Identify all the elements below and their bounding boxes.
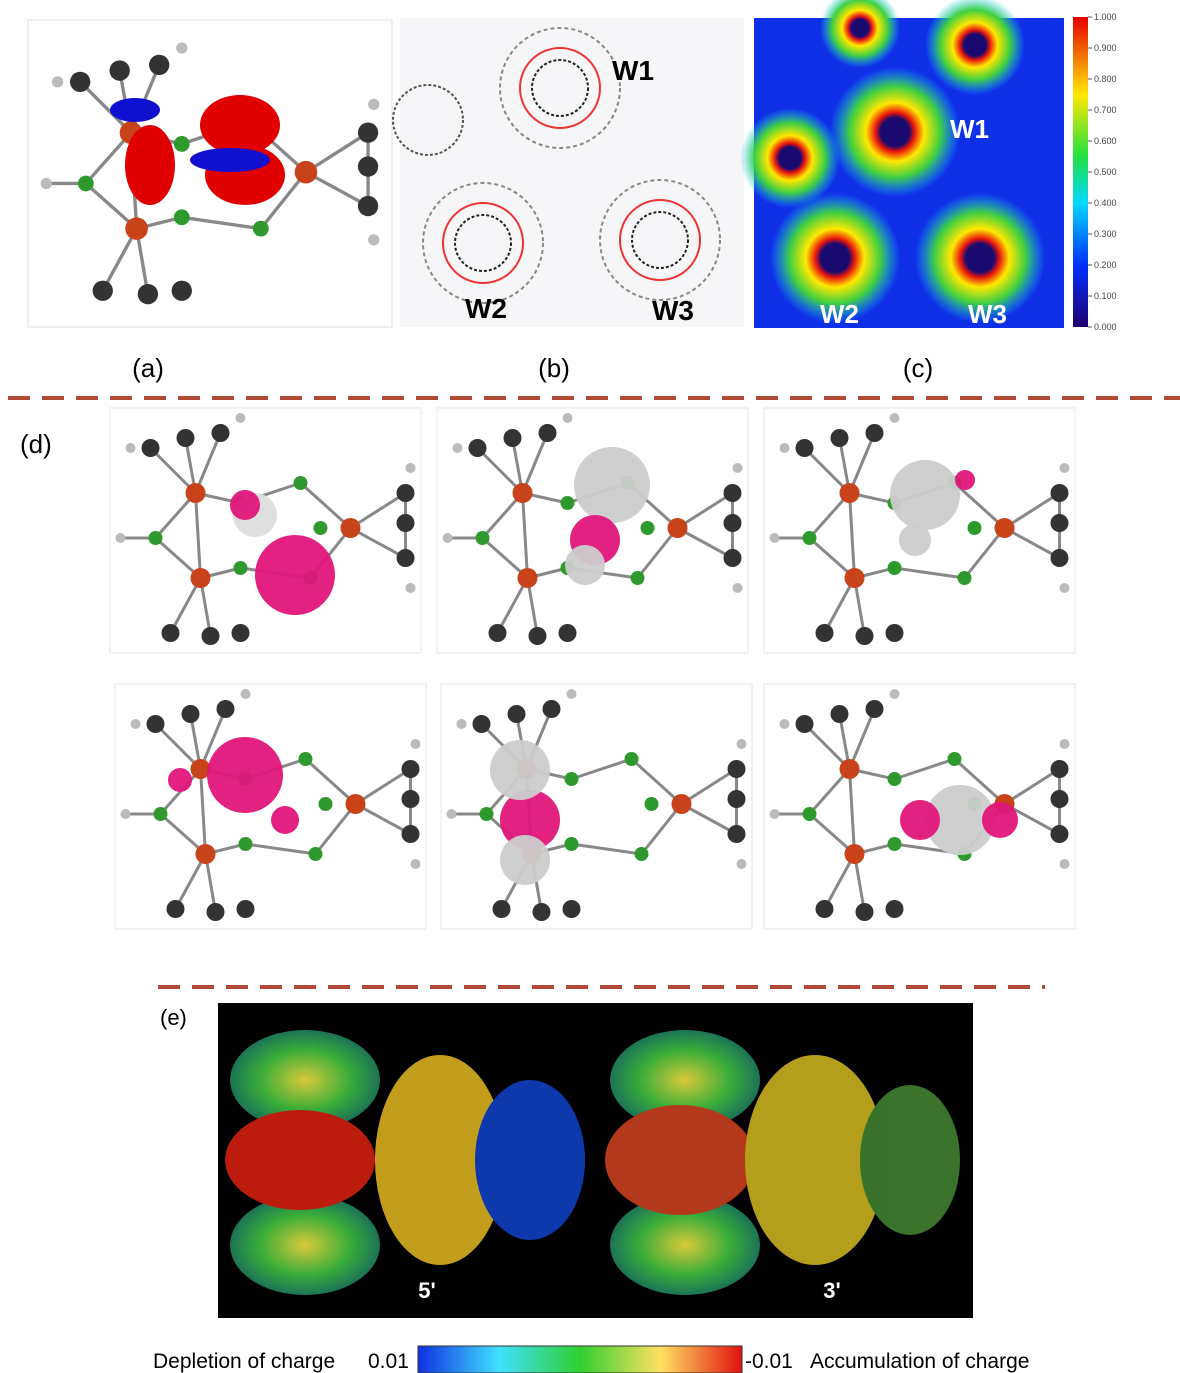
panel-label: (c): [903, 353, 933, 383]
orbital-lobe: [207, 737, 283, 813]
panel-label: (d): [20, 429, 52, 459]
contour-map: [400, 18, 744, 327]
orbital-lobe: [900, 800, 940, 840]
colorbar-label: 0.200: [1094, 260, 1117, 270]
colorbar-label: 1.000: [1094, 12, 1117, 22]
colorbar-label: 0.800: [1094, 74, 1117, 84]
panel-label: (a): [132, 353, 164, 383]
orbital-lobe: [255, 535, 335, 615]
center-label: W2: [465, 293, 507, 324]
legend-value: 0.01: [368, 1350, 409, 1373]
orbital-lobe: [899, 524, 931, 556]
orbital-lobe: [890, 460, 960, 530]
panel-label: (b): [538, 353, 570, 383]
elf-basins: [740, 0, 1045, 323]
colorbar-label: 0.100: [1094, 291, 1117, 301]
orbital-lobe: [574, 447, 650, 523]
colorbar-label: 0.700: [1094, 105, 1117, 115]
legend-text: Depletion of charge: [153, 1350, 335, 1373]
colorbar-label: 0.400: [1094, 198, 1117, 208]
orbital-lobe: [168, 768, 192, 792]
orbital-lobe: [490, 740, 550, 800]
orbital-lobe: [955, 470, 975, 490]
orbital-lobe: [925, 785, 995, 855]
center-label: W2: [820, 299, 859, 329]
contours: [392, 27, 721, 304]
center-label: W3: [968, 299, 1007, 329]
orbital-lobes: [110, 95, 285, 205]
panel-label: (e): [160, 1005, 187, 1030]
orbital-grid: [109, 407, 1076, 930]
colorbar-label: 0.900: [1094, 43, 1117, 53]
legend-value: -0.01: [745, 1350, 793, 1373]
orbital-lobe: [271, 806, 299, 834]
orbital-lobe: [565, 545, 605, 585]
colorbar: [1073, 17, 1088, 327]
structure-label: 5': [418, 1278, 435, 1303]
orbital-lobe: [500, 835, 550, 885]
orbital-lobe: [982, 802, 1018, 838]
center-label: W3: [652, 295, 694, 326]
charge-colorbar: [417, 1345, 743, 1373]
colorbar-ticks: 1.000 0.900 0.800 0.700 0.600 0.500 0.400 0.300…: [1088, 12, 1117, 332]
center-label: W1: [950, 114, 989, 144]
orbital-lobe: [230, 490, 260, 520]
colorbar-label: 0.600: [1094, 136, 1117, 146]
legend-text: Accumulation of charge: [810, 1350, 1029, 1373]
orbital-lobe: [500, 790, 560, 850]
structure-label: 3': [823, 1278, 840, 1303]
colorbar-label: 0.500: [1094, 167, 1117, 177]
center-label: W1: [612, 55, 654, 86]
colorbar-label: 0.300: [1094, 229, 1117, 239]
esp-surfaces: [225, 1030, 960, 1295]
colorbar-label: 0.000: [1094, 322, 1117, 332]
